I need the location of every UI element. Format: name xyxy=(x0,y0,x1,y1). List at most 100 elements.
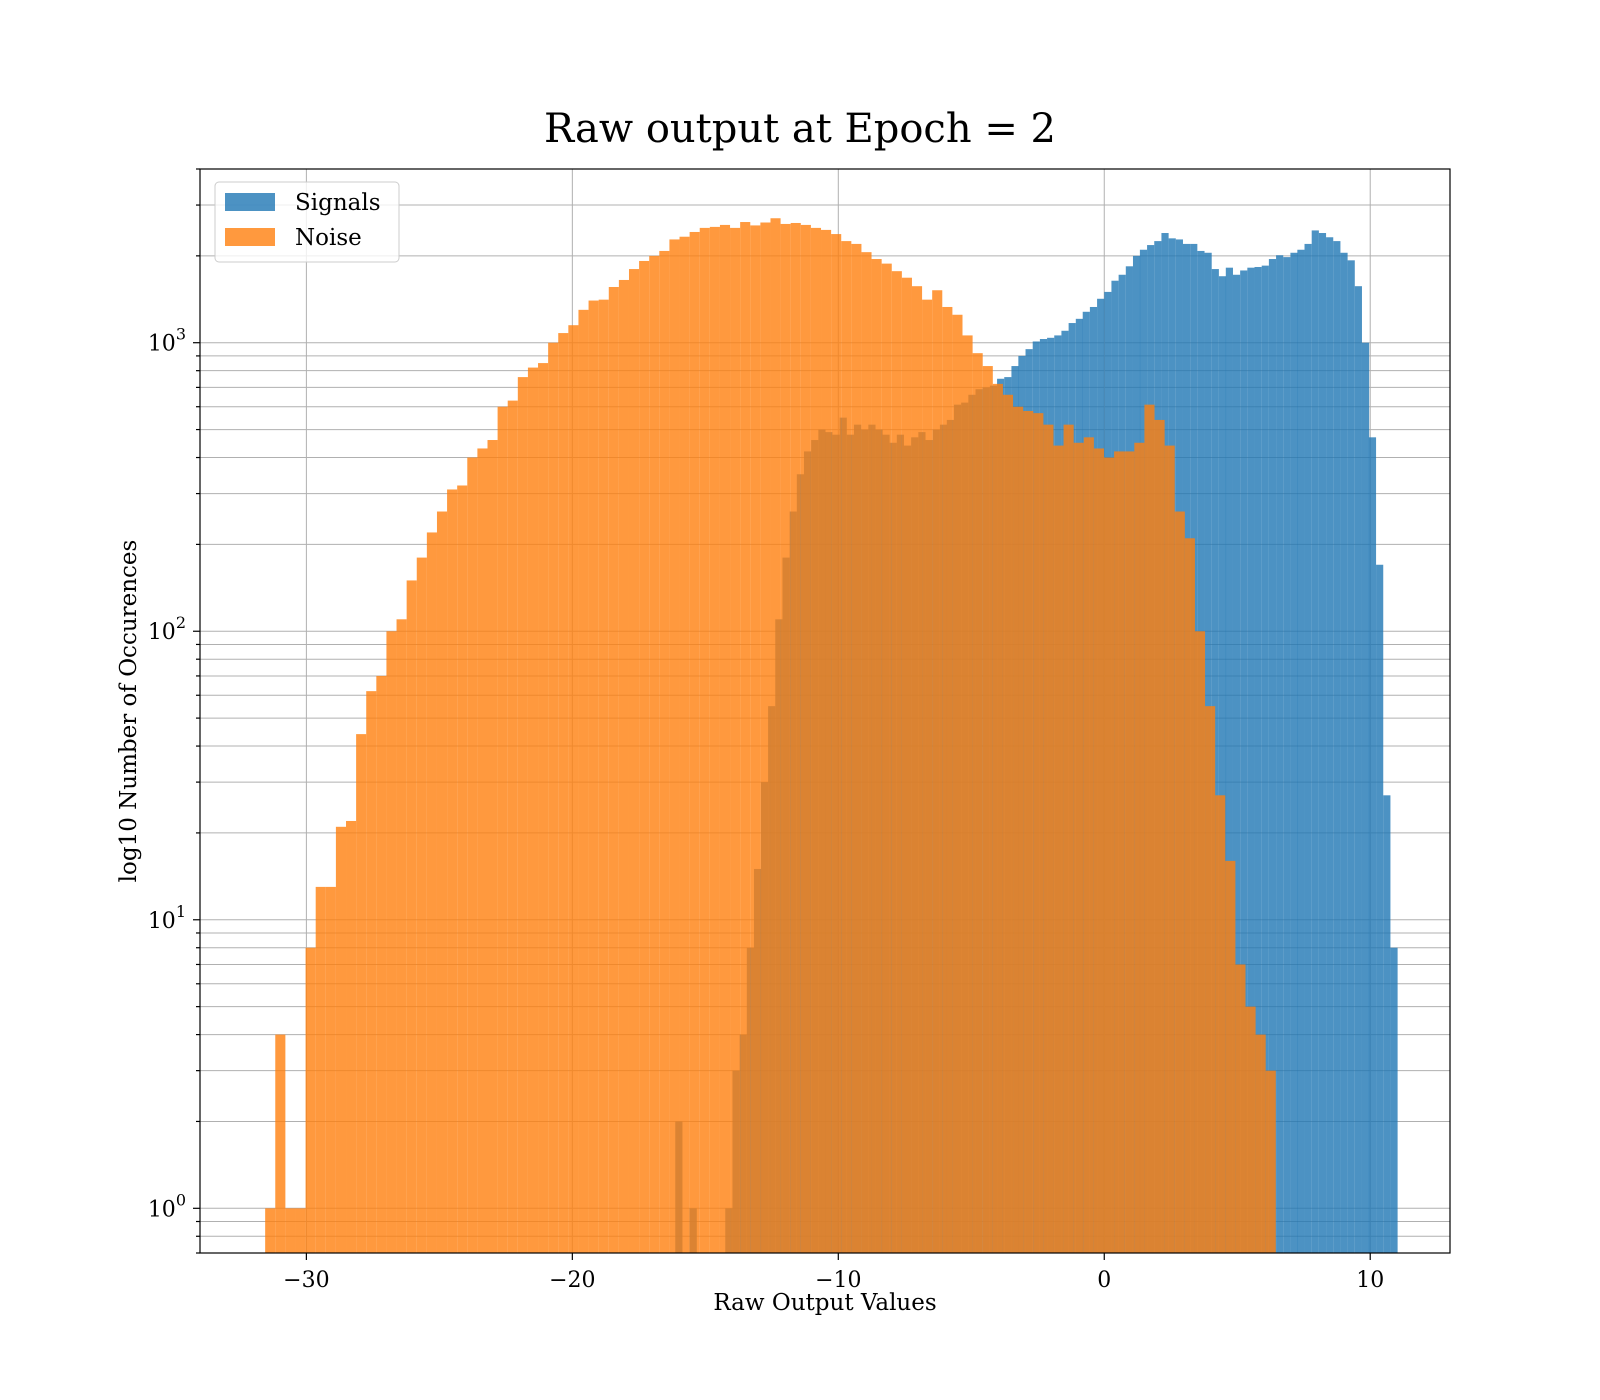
signals-bar xyxy=(1290,252,1298,1253)
noise-bar xyxy=(578,309,589,1253)
y-axis-label: log10 Number of Occurences xyxy=(116,540,142,883)
noise-bar xyxy=(932,290,943,1253)
legend-label-noise: Noise xyxy=(295,225,362,251)
noise-bar xyxy=(386,631,397,1253)
signals-bar xyxy=(1361,342,1370,1253)
noise-bar xyxy=(265,1208,276,1253)
noise-bar xyxy=(346,820,357,1253)
signals-bar xyxy=(1261,265,1269,1254)
noise-bar xyxy=(1144,404,1155,1253)
noise-bar xyxy=(740,222,751,1254)
noise-bar xyxy=(1225,860,1236,1253)
signals-bar xyxy=(1318,233,1327,1253)
noise-bar xyxy=(1124,451,1135,1253)
noise-bar xyxy=(618,279,629,1253)
noise-bar xyxy=(1245,1006,1256,1253)
noise-bar xyxy=(851,243,862,1254)
noise-bar xyxy=(568,325,579,1253)
noise-bar xyxy=(1033,413,1044,1253)
signals-bar xyxy=(1390,947,1398,1253)
legend-swatch-noise xyxy=(225,228,275,246)
noise-bar xyxy=(841,241,852,1253)
noise-bar xyxy=(588,300,599,1253)
noise-bar xyxy=(426,532,437,1253)
y-tick-label: 102 xyxy=(148,613,186,645)
signals-bar xyxy=(1283,257,1291,1254)
signals-bar xyxy=(1247,267,1255,1253)
noise-bar xyxy=(639,260,650,1253)
noise-bar xyxy=(1164,445,1175,1254)
noise-bar xyxy=(952,314,963,1253)
noise-bar xyxy=(709,226,720,1253)
noise-bar xyxy=(821,229,832,1253)
signals-bar xyxy=(1304,243,1312,1254)
noise-bar xyxy=(780,223,791,1254)
x-tick-label: −10 xyxy=(815,1268,861,1293)
noise-bar xyxy=(1194,631,1206,1253)
noise-bar xyxy=(406,580,417,1253)
signals-bar xyxy=(1340,252,1348,1253)
noise-bar xyxy=(275,1034,286,1253)
noise-bar xyxy=(1154,419,1165,1253)
legend-swatch-signals xyxy=(225,193,275,211)
signals-bar xyxy=(1225,267,1233,1253)
noise-bar xyxy=(305,947,316,1253)
noise-bar xyxy=(649,255,660,1253)
noise-bar xyxy=(1265,1070,1276,1253)
noise-bar xyxy=(901,277,912,1254)
noise-bar xyxy=(1073,442,1084,1253)
signals-bar xyxy=(1354,286,1362,1254)
noise-bar xyxy=(1255,1034,1266,1253)
noise-bar xyxy=(608,286,619,1253)
noise-bar xyxy=(719,224,731,1253)
noise-bar xyxy=(972,353,983,1253)
noise-bar xyxy=(800,224,811,1253)
noise-bar xyxy=(982,366,993,1253)
noise-bar xyxy=(760,222,771,1253)
x-tick-label: 10 xyxy=(1356,1268,1384,1293)
noise-bar xyxy=(922,299,933,1253)
noise-bar xyxy=(750,225,761,1253)
signals-bar xyxy=(1232,274,1241,1253)
noise-bar xyxy=(942,306,953,1254)
noise-bar xyxy=(527,367,539,1254)
chart-title: Raw output at Epoch = 2 xyxy=(544,106,1056,152)
signals-bar xyxy=(1218,276,1227,1253)
signals-bar xyxy=(1326,237,1334,1253)
noise-bar xyxy=(507,400,518,1253)
signals-bar xyxy=(1383,795,1391,1253)
noise-bar xyxy=(295,1208,306,1253)
noise-bar xyxy=(689,231,700,1253)
noise-bar xyxy=(366,691,377,1253)
y-tick-label: 101 xyxy=(148,902,186,934)
y-tick-label: 100 xyxy=(148,1190,186,1222)
noise-bar xyxy=(447,489,458,1253)
noise-bar xyxy=(1023,410,1034,1254)
noise-bar xyxy=(416,557,427,1253)
noise-series xyxy=(265,218,1276,1254)
signals-bar xyxy=(1268,259,1277,1253)
signals-bar xyxy=(1240,270,1248,1253)
noise-bar xyxy=(1043,424,1054,1254)
noise-bar xyxy=(517,377,528,1254)
noise-bar xyxy=(1002,394,1014,1253)
y-tick-label: 103 xyxy=(148,325,186,357)
signals-bar xyxy=(1368,437,1377,1254)
signals-bar xyxy=(1211,269,1219,1253)
noise-bar xyxy=(477,448,488,1253)
noise-bar xyxy=(1093,448,1104,1253)
noise-bar xyxy=(325,886,336,1253)
noise-bar xyxy=(861,252,872,1254)
noise-bar xyxy=(538,363,549,1254)
noise-bar xyxy=(335,826,347,1253)
noise-bar xyxy=(1184,538,1195,1253)
y-axis-ticks: 100 101 102 103 xyxy=(148,168,200,1254)
noise-bar xyxy=(659,250,670,1253)
noise-bar xyxy=(1174,511,1185,1253)
noise-bar xyxy=(396,619,407,1253)
noise-bar xyxy=(497,406,508,1253)
signals-bar xyxy=(1276,255,1284,1253)
noise-bar xyxy=(911,286,923,1254)
